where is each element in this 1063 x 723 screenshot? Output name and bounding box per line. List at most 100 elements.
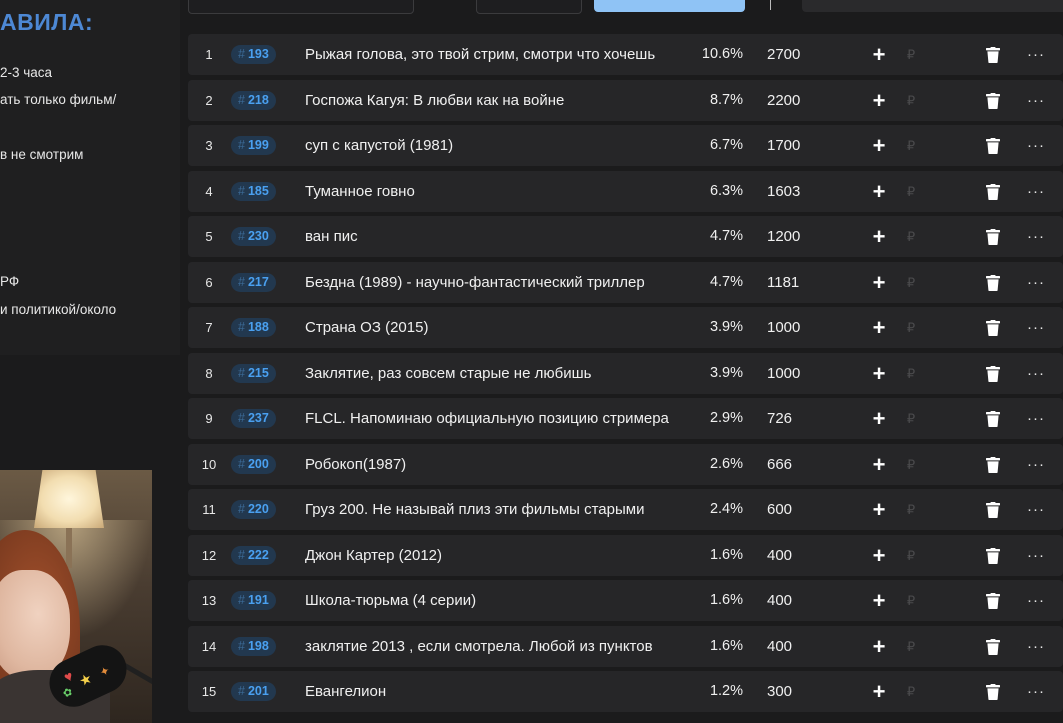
lot-amount: 400: [767, 592, 793, 609]
lot-row: 4 #185 Туманное говно 6.3% 1603 + ₽ ···: [188, 170, 1063, 212]
more-icon[interactable]: ···: [1027, 683, 1045, 700]
add-amount-button[interactable]: +: [872, 451, 886, 477]
ruble-icon[interactable]: ₽: [906, 274, 916, 290]
lot-amount: 2700: [767, 46, 801, 63]
add-amount-button[interactable]: +: [872, 315, 886, 340]
lot-id-badge[interactable]: #217: [231, 272, 276, 292]
add-amount-button[interactable]: +: [872, 42, 886, 67]
trash-icon[interactable]: [986, 684, 1000, 700]
lot-amount: 726: [767, 410, 793, 427]
lot-id: 200: [247, 456, 269, 471]
more-icon[interactable]: ···: [1027, 592, 1045, 609]
lot-index: 6: [205, 274, 213, 290]
more-icon[interactable]: ···: [1027, 91, 1045, 109]
trash-icon[interactable]: [986, 365, 1000, 382]
toolbar: [180, 0, 1063, 14]
lot-id-badge[interactable]: #215: [231, 363, 276, 383]
add-amount-button[interactable]: +: [872, 497, 886, 522]
ruble-icon[interactable]: ₽: [906, 502, 916, 517]
lot-row: 14 #198 заклятие 2013 , если смотрела. Л…: [188, 625, 1063, 667]
trash-icon[interactable]: [986, 92, 1000, 109]
trash-icon[interactable]: [986, 593, 1000, 609]
ruble-icon[interactable]: ₽: [906, 638, 916, 654]
hash-label: #: [238, 365, 245, 380]
trash-icon[interactable]: [986, 502, 1000, 518]
add-amount-button[interactable]: +: [872, 633, 886, 659]
ruble-icon[interactable]: ₽: [906, 229, 916, 244]
add-amount-button[interactable]: +: [872, 224, 886, 249]
trash-icon[interactable]: [986, 411, 1000, 427]
lot-id-badge[interactable]: #188: [231, 318, 276, 337]
lot-id-badge[interactable]: #198: [231, 636, 276, 656]
lot-row: 8 #215 Заклятие, раз совсем старые не лю…: [188, 352, 1063, 394]
more-icon[interactable]: ···: [1027, 364, 1045, 382]
lot-id-badge[interactable]: #237: [231, 409, 276, 428]
more-icon[interactable]: ···: [1027, 455, 1045, 473]
lot-id-badge[interactable]: #200: [231, 454, 276, 474]
lot-id-badge[interactable]: #230: [231, 227, 276, 246]
more-icon[interactable]: ···: [1027, 637, 1045, 655]
ruble-icon[interactable]: ₽: [906, 411, 916, 426]
lot-index: 10: [201, 456, 217, 472]
more-icon[interactable]: ···: [1027, 228, 1045, 245]
hash-label: #: [238, 92, 245, 107]
ruble-icon[interactable]: ₽: [906, 547, 916, 563]
ruble-icon[interactable]: ₽: [906, 320, 916, 335]
add-amount-button[interactable]: +: [872, 133, 886, 158]
name-input[interactable]: [188, 0, 414, 14]
more-icon[interactable]: ···: [1027, 410, 1045, 427]
ruble-icon[interactable]: ₽: [906, 183, 916, 199]
lot-amount: 666: [767, 455, 793, 473]
lot-index: 9: [205, 411, 213, 426]
lot-id-badge[interactable]: #218: [231, 90, 276, 110]
amount-input[interactable]: [476, 0, 582, 14]
ruble-icon[interactable]: ₽: [906, 47, 916, 62]
lot-id-badge[interactable]: #191: [231, 591, 276, 610]
trash-icon[interactable]: [986, 320, 1000, 336]
add-amount-button[interactable]: +: [872, 679, 886, 704]
more-icon[interactable]: ···: [1027, 319, 1045, 336]
lot-title: Евангелион: [305, 683, 387, 700]
lot-id: 191: [247, 593, 269, 607]
trash-icon[interactable]: [986, 138, 1000, 154]
more-icon[interactable]: ···: [1027, 273, 1045, 291]
trash-icon[interactable]: [986, 638, 1000, 655]
add-amount-button[interactable]: +: [872, 178, 886, 204]
ruble-icon[interactable]: ₽: [906, 456, 916, 472]
lot-id-badge[interactable]: #222: [231, 545, 276, 565]
trash-icon[interactable]: [986, 274, 1000, 291]
ruble-icon[interactable]: ₽: [906, 138, 916, 153]
more-icon[interactable]: ···: [1027, 137, 1045, 154]
more-icon[interactable]: ···: [1027, 46, 1045, 63]
lot-id: 237: [247, 411, 269, 425]
lot-id-badge[interactable]: #220: [231, 500, 276, 519]
lot-id: 198: [247, 638, 269, 653]
add-button[interactable]: [594, 0, 745, 12]
trash-icon[interactable]: [986, 547, 1000, 564]
more-icon[interactable]: ···: [1027, 546, 1045, 564]
ruble-icon[interactable]: ₽: [906, 365, 916, 381]
add-amount-button[interactable]: +: [872, 542, 886, 568]
add-amount-button[interactable]: +: [872, 406, 886, 431]
more-icon[interactable]: ···: [1027, 501, 1045, 518]
trash-icon[interactable]: [986, 229, 1000, 245]
add-amount-button[interactable]: +: [872, 360, 886, 386]
lot-id-badge[interactable]: #201: [231, 682, 276, 701]
ruble-icon[interactable]: ₽: [906, 92, 916, 108]
trash-icon[interactable]: [986, 456, 1000, 473]
ruble-icon[interactable]: ₽: [906, 684, 916, 699]
lot-id-badge[interactable]: #193: [231, 45, 276, 64]
trash-icon[interactable]: [986, 183, 1000, 200]
add-amount-button[interactable]: +: [872, 269, 886, 295]
ruble-icon[interactable]: ₽: [906, 593, 916, 608]
trash-icon[interactable]: [986, 47, 1000, 63]
lot-id-badge[interactable]: #199: [231, 136, 276, 155]
lot-title: Госпожа Кагуя: В любви как на войне: [305, 91, 565, 109]
add-amount-button[interactable]: +: [872, 588, 886, 613]
lot-id-badge[interactable]: #185: [231, 181, 276, 201]
add-amount-button[interactable]: +: [872, 87, 886, 113]
more-icon[interactable]: ···: [1027, 182, 1045, 200]
lot-percent: 1.6%: [709, 637, 743, 654]
lot-id: 201: [247, 684, 269, 698]
search-input[interactable]: [802, 0, 1063, 12]
